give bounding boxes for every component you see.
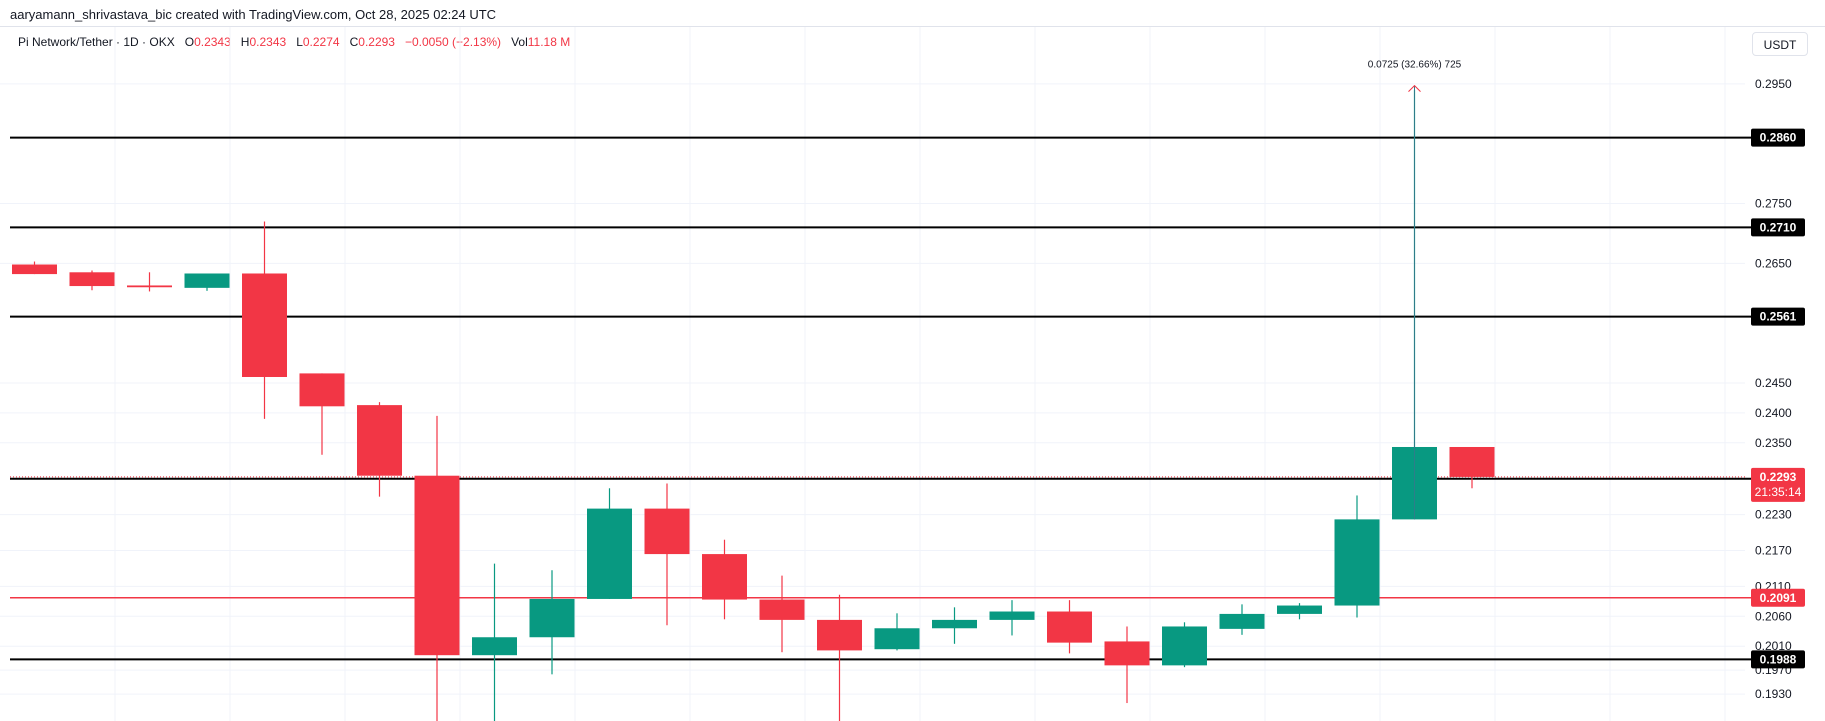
candle-body xyxy=(414,475,460,656)
candle-body xyxy=(702,554,747,600)
candle-body xyxy=(299,373,345,407)
measure-arrowhead xyxy=(1408,84,1421,92)
candle-down[interactable] xyxy=(69,270,115,291)
candle-down[interactable] xyxy=(1449,446,1495,489)
horizontal-levels xyxy=(10,136,1768,661)
candle-down[interactable] xyxy=(414,415,460,721)
candle-body xyxy=(932,619,977,629)
candle-up[interactable] xyxy=(932,607,977,644)
y-tick-label: 0.2650 xyxy=(1755,256,1792,270)
candle-up[interactable] xyxy=(874,613,920,651)
chart-attribution: aaryamann_shrivastava_bic created with T… xyxy=(10,7,497,22)
candle-body xyxy=(1219,613,1265,629)
candle-down[interactable] xyxy=(299,373,345,455)
candle-body xyxy=(472,637,517,656)
candle-body xyxy=(12,264,57,275)
level-tag-label: 0.1988 xyxy=(1760,652,1797,666)
candle-body xyxy=(1104,641,1150,666)
level-tag xyxy=(1751,128,1805,147)
candle-down[interactable] xyxy=(644,483,690,626)
chart-grid xyxy=(0,27,1745,721)
candle-down[interactable] xyxy=(702,539,747,620)
candle-body xyxy=(587,508,632,599)
candle-up[interactable] xyxy=(1334,495,1380,618)
candle-up[interactable] xyxy=(1219,604,1265,635)
candle-body xyxy=(357,405,402,476)
y-tick-label: 0.2170 xyxy=(1755,543,1792,557)
candle-up[interactable] xyxy=(1277,603,1322,620)
low-label: L xyxy=(296,35,303,49)
candle-body xyxy=(1047,611,1092,643)
candle-up[interactable] xyxy=(587,488,632,599)
candle-body xyxy=(1162,626,1207,666)
candle-body xyxy=(184,273,230,288)
candle-body xyxy=(242,273,287,377)
price-axis: 0.2950 0.2750 0.2650 0.2450 0.2400 0.2350 0.22… xyxy=(1751,77,1805,701)
ohlc-legend: Pi Network/Tether · 1D · OKX O0.2343 H0.… xyxy=(18,35,570,49)
symbol-label[interactable]: Pi Network/Tether · 1D · OKX xyxy=(18,35,175,49)
close-label: C xyxy=(349,35,359,49)
candle-down[interactable] xyxy=(357,402,402,497)
open-label: O xyxy=(184,35,195,49)
level-tag-label: 0.2710 xyxy=(1760,220,1797,234)
candle-down[interactable] xyxy=(1104,626,1150,704)
currency-button[interactable]: USDT xyxy=(1752,32,1808,56)
y-tick-label: 0.2060 xyxy=(1755,609,1792,623)
high-label: H xyxy=(240,35,250,49)
countdown-label: 21:35:14 xyxy=(1755,485,1802,499)
level-tag-label: 0.2561 xyxy=(1760,310,1797,324)
level-tag xyxy=(1751,650,1805,669)
level-tag-label: 0.2091 xyxy=(1760,591,1797,605)
candle-body xyxy=(989,611,1035,620)
low-value: 0.2274 xyxy=(302,35,340,49)
close-value: 0.2293 xyxy=(358,35,395,49)
level-tag-label: 0.2860 xyxy=(1760,131,1797,145)
candle-down[interactable] xyxy=(242,221,287,419)
y-tick-label: 0.2010 xyxy=(1755,639,1792,653)
y-tick-label: 0.2400 xyxy=(1755,406,1792,420)
candle-up[interactable] xyxy=(184,273,230,291)
candle-up[interactable] xyxy=(529,570,575,675)
change-value: −0.0050 (−2.13%) xyxy=(404,35,502,49)
volume-value: 11.18 M xyxy=(527,35,571,49)
candle-body xyxy=(1449,446,1495,477)
header-divider xyxy=(0,26,1825,27)
high-value: 0.2343 xyxy=(249,35,287,49)
measure-annotation: 0.0725 (32.66%) 725 xyxy=(1368,60,1462,520)
open-value: 0.2343 xyxy=(194,35,231,49)
candle-body xyxy=(1277,605,1322,614)
candle-down[interactable] xyxy=(12,261,57,275)
measure-label: 0.0725 (32.66%) 725 xyxy=(1368,60,1462,71)
current-price-label: 0.2293 xyxy=(1760,470,1797,484)
y-tick-label: 0.2350 xyxy=(1755,436,1792,450)
candle-up[interactable] xyxy=(472,563,517,721)
volume-label: Vol xyxy=(511,35,528,49)
candle-down[interactable] xyxy=(127,272,172,292)
level-tag xyxy=(1751,218,1805,237)
current-price-tag xyxy=(1751,467,1805,502)
candle-body xyxy=(1334,519,1380,606)
candle-down[interactable] xyxy=(759,575,805,653)
level-tag xyxy=(1751,307,1805,326)
candles xyxy=(12,89,1495,721)
candle-body xyxy=(874,628,920,650)
level-tag xyxy=(1751,588,1805,607)
candle-body xyxy=(644,508,690,555)
candle-up[interactable] xyxy=(989,600,1035,636)
y-tick-label: 0.1930 xyxy=(1755,687,1792,701)
candle-body xyxy=(69,272,115,287)
candle-body xyxy=(529,598,575,638)
candle-body xyxy=(127,285,172,288)
candle-down[interactable] xyxy=(1047,600,1092,654)
candle-body xyxy=(817,619,862,651)
y-tick-label: 0.2230 xyxy=(1755,508,1792,522)
y-tick-label: 0.2450 xyxy=(1755,376,1792,390)
y-tick-label: 0.2950 xyxy=(1755,77,1792,91)
y-tick-label: 0.2750 xyxy=(1755,196,1792,210)
candle-body xyxy=(759,599,805,620)
candle-down[interactable] xyxy=(817,594,862,721)
candle-up[interactable] xyxy=(1162,622,1207,668)
